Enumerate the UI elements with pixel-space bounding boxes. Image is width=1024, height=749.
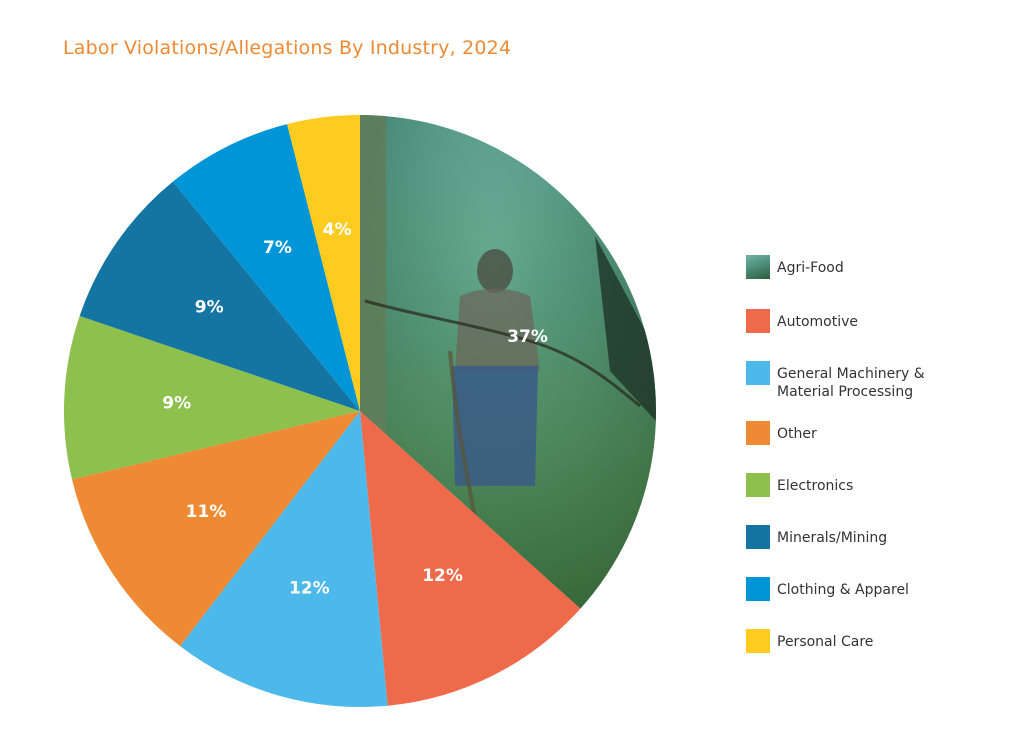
slice-general-machinery-and-material-processing: [180, 411, 388, 707]
legend-swatch-automotive: [746, 309, 770, 333]
legend-item-automotive: Automotive: [746, 309, 858, 333]
legend-swatch-minerals-mining: [746, 525, 770, 549]
legend-label-electronics: Electronics: [777, 478, 854, 494]
legend-label-other: Other: [777, 426, 817, 442]
legend-item-agri-food: Agri-Food: [746, 255, 844, 279]
slice-label-minerals-mining: 9%: [195, 297, 224, 317]
slice-automotive: [360, 411, 581, 706]
slice-label-agri-food: 37%: [507, 327, 548, 347]
slice-other: [72, 411, 360, 647]
legend-label-automotive: Automotive: [777, 314, 858, 330]
slice-label-electronics: 9%: [162, 393, 191, 413]
legend-label-personal-care: Personal Care: [777, 634, 874, 650]
legend-item-other: Other: [746, 421, 817, 445]
legend-label-minerals-mining: Minerals/Mining: [777, 530, 888, 546]
slice-electronics: [63, 316, 360, 480]
legend-item-general-machinery-and-material-processing: General Machinery & Material Processing: [746, 361, 925, 401]
legend-item-minerals-mining: Minerals/Mining: [746, 525, 887, 549]
legend-swatch-personal-care: [746, 629, 770, 653]
slice-clothing-and-apparel: [172, 124, 360, 411]
legend-label-agri-food: Agri-Food: [777, 260, 844, 276]
slice-label-general-machinery-and-material-processing: 12%: [289, 578, 330, 598]
legend-item-electronics: Electronics: [746, 473, 853, 497]
legend-item-clothing-and-apparel: Clothing & Apparel: [746, 577, 909, 601]
legend-swatch-general-machinery-and-material-processing: [746, 361, 770, 385]
legend-swatch-electronics: [746, 473, 770, 497]
legend-label-general-machinery-and-material-processing: General Machinery & Material Processing: [777, 366, 925, 400]
legend-swatch-other: [746, 421, 770, 445]
legend-swatch-clothing-and-apparel: [746, 577, 770, 601]
slice-label-personal-care: 4%: [323, 220, 352, 240]
legend-swatch-agri-food: [746, 255, 770, 279]
pie-slices: [63, 115, 656, 707]
slice-personal-care: [287, 115, 360, 411]
legend-item-personal-care: Personal Care: [746, 629, 873, 653]
slice-label-automotive: 12%: [422, 566, 463, 586]
pie-labels: 37% 12% 12% 11% 9% 9% 7% 4%: [162, 220, 548, 598]
slice-label-other: 11%: [186, 502, 227, 522]
legend-label-clothing-and-apparel: Clothing & Apparel: [777, 582, 909, 598]
slice-minerals-mining: [79, 181, 360, 411]
slice-label-clothing-and-apparel: 7%: [263, 238, 292, 258]
chart-title: Labor Violations/Allegations By Industry…: [63, 37, 512, 59]
